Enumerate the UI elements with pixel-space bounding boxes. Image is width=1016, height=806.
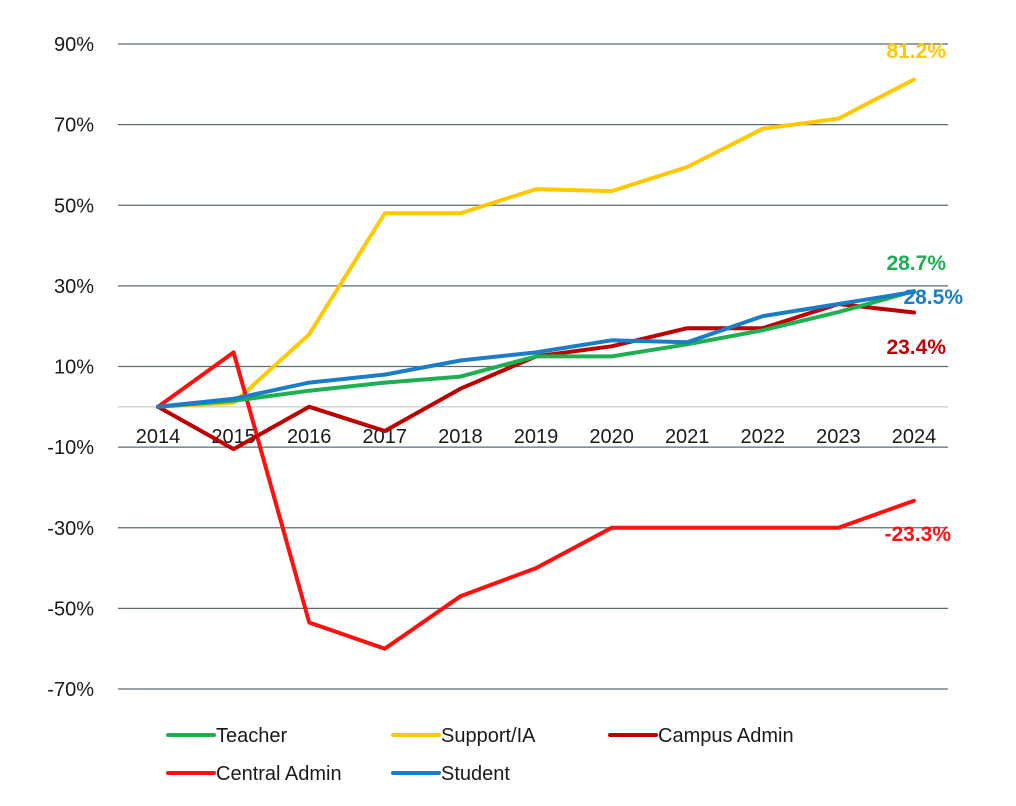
series-line-teacher [156, 289, 916, 409]
y-tick-label: 70% [54, 115, 94, 137]
end-labels: 28.7% 81.2% 23.4% -23.3% 28.5% [884, 40, 963, 546]
end-label: 23.4% [886, 336, 946, 359]
legend-label: Support/IA [441, 725, 536, 747]
y-tick-label: 50% [54, 195, 94, 217]
series-line-support-ia [156, 77, 916, 409]
y-tick-label: -50% [47, 598, 94, 620]
legend-item: Campus Admin [608, 725, 794, 747]
series-lines [156, 77, 916, 651]
y-tick-label: 90% [54, 34, 94, 56]
x-tick-label: 2023 [816, 426, 861, 448]
end-label: 28.7% [886, 252, 946, 275]
x-tick-label: 2014 [136, 426, 181, 448]
y-tick-label: -70% [47, 679, 94, 701]
y-tick-label: 30% [54, 276, 94, 298]
end-label: -23.3% [884, 523, 951, 546]
legend-label: Campus Admin [658, 725, 794, 747]
series-line-central-admin [156, 350, 916, 651]
legend-label: Central Admin [216, 763, 342, 785]
x-tick-label: 2017 [363, 426, 408, 448]
legend-item: Support/IA [391, 725, 536, 747]
y-axis-ticks: 90% 70% 50% 30% 10% -10% -30% -50% -70% [47, 34, 94, 701]
x-tick-label: 2016 [287, 426, 332, 448]
end-label: 28.5% [903, 286, 963, 309]
legend-label: Student [441, 763, 510, 785]
x-tick-label: 2022 [741, 426, 786, 448]
legend-label: Teacher [216, 725, 287, 747]
x-tick-label: 2018 [438, 426, 483, 448]
legend-item: Student [391, 763, 510, 785]
end-label: 81.2% [886, 40, 946, 63]
legend: Teacher Support/IA Campus Admin Central Adm… [166, 725, 794, 785]
x-tick-label: 2021 [665, 426, 710, 448]
legend-item: Teacher [166, 725, 287, 747]
x-tick-label: 2015 [211, 426, 256, 448]
x-tick-label: 2020 [589, 426, 634, 448]
x-tick-label: 2024 [892, 426, 937, 448]
y-tick-label: -30% [47, 518, 94, 540]
grid-lines [118, 43, 948, 690]
legend-item: Central Admin [166, 763, 342, 785]
x-tick-label: 2019 [514, 426, 559, 448]
y-tick-label: -10% [47, 437, 94, 459]
y-tick-label: 10% [54, 357, 94, 379]
series-line-student [156, 289, 916, 409]
x-axis-ticks: 2014 2015 2016 2017 2018 2019 2020 2021 2022 2023… [136, 426, 937, 448]
